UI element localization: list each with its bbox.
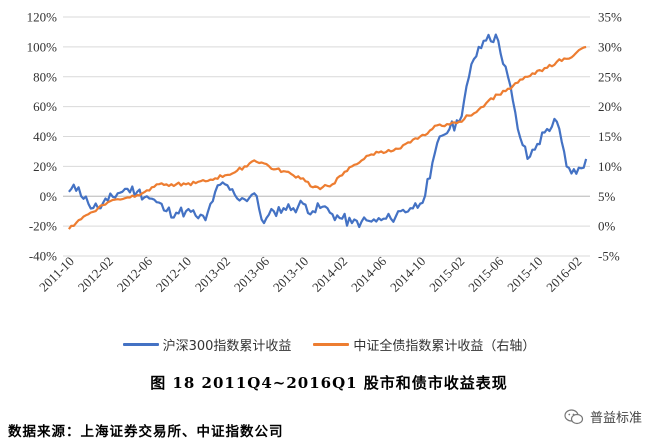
legend-swatch-csi300 [122, 342, 159, 346]
left-tick-label: 80% [33, 69, 57, 84]
right-tick-label: 20% [598, 99, 622, 114]
series-line-csi300 [68, 33, 588, 229]
left-tick-label: 60% [33, 99, 57, 114]
x-tick-label: 2012-10 [153, 254, 194, 295]
left-tick-label: 20% [33, 159, 57, 174]
left-tick-label: 120% [27, 10, 58, 25]
wechat-icon [564, 408, 584, 424]
left-axis-ticks: 120% 100% 80% 60% 40% 20% 0% -20% -40% [27, 10, 58, 264]
x-tick-label: 2013-06 [231, 253, 273, 295]
left-tick-label: 0% [40, 189, 58, 204]
right-tick-label: 25% [598, 69, 622, 84]
series-layer [68, 33, 588, 230]
right-tick-label: 10% [598, 159, 622, 174]
left-tick-label: 40% [33, 129, 57, 144]
x-tick-label: 2015-10 [504, 254, 545, 295]
legend-item-csi300: 沪深300指数累计收益 [122, 335, 292, 354]
legend-swatch-bond-index [313, 342, 350, 346]
legend-label-csi300: 沪深300指数累计收益 [162, 338, 292, 354]
figure-caption: 图 18 2011Q4~2016Q1 股市和债市收益表现 [150, 374, 508, 392]
line-chart: 120% 100% 80% 60% 40% 20% 0% -20% -40% 35% 30% 25%… [27, 10, 622, 295]
x-axis-ticks: 2011-102012-022012-062012-102013-022013-… [36, 253, 584, 295]
legend-item-bond-index: 中证全债指数累计收益（右轴） [313, 335, 535, 354]
right-tick-label: 35% [598, 10, 622, 25]
x-tick-label: 2013-02 [192, 254, 233, 295]
right-axis-ticks: 35% 30% 25% 20% 15% 10% 5% 0% -5% [598, 10, 622, 264]
x-tick-label: 2015-06 [465, 253, 507, 295]
right-tick-label: 0% [598, 219, 616, 234]
legend-label-bond-index: 中证全债指数累计收益（右轴） [353, 338, 536, 354]
left-tick-label: 100% [27, 39, 58, 54]
watermark-text: 普益标准 [589, 411, 642, 426]
source-note: 数据来源：上海证券交易所、中证指数公司 [8, 424, 284, 440]
x-tick-label: 2015-02 [426, 254, 467, 295]
right-tick-label: 30% [598, 39, 622, 54]
x-tick-label: 2014-10 [387, 254, 428, 295]
series-line-bond-index [68, 45, 587, 230]
x-tick-label: 2014-02 [309, 254, 350, 295]
right-tick-label: 15% [598, 129, 622, 144]
left-tick-label: -20% [29, 219, 57, 234]
right-tick-label: 5% [598, 189, 616, 204]
grid-lines [63, 16, 590, 257]
x-tick-label: 2012-06 [114, 253, 156, 295]
watermark: 普益标准 [564, 407, 642, 426]
right-tick-label: -5% [598, 249, 620, 264]
x-tick-label: 2013-10 [270, 254, 311, 295]
x-tick-label: 2016-02 [543, 254, 584, 295]
x-tick-label: 2012-02 [75, 254, 116, 295]
left-tick-label: -40% [29, 249, 57, 264]
x-tick-label: 2014-06 [348, 253, 390, 295]
legend: 沪深300指数累计收益 中证全债指数累计收益（右轴） [0, 334, 658, 354]
